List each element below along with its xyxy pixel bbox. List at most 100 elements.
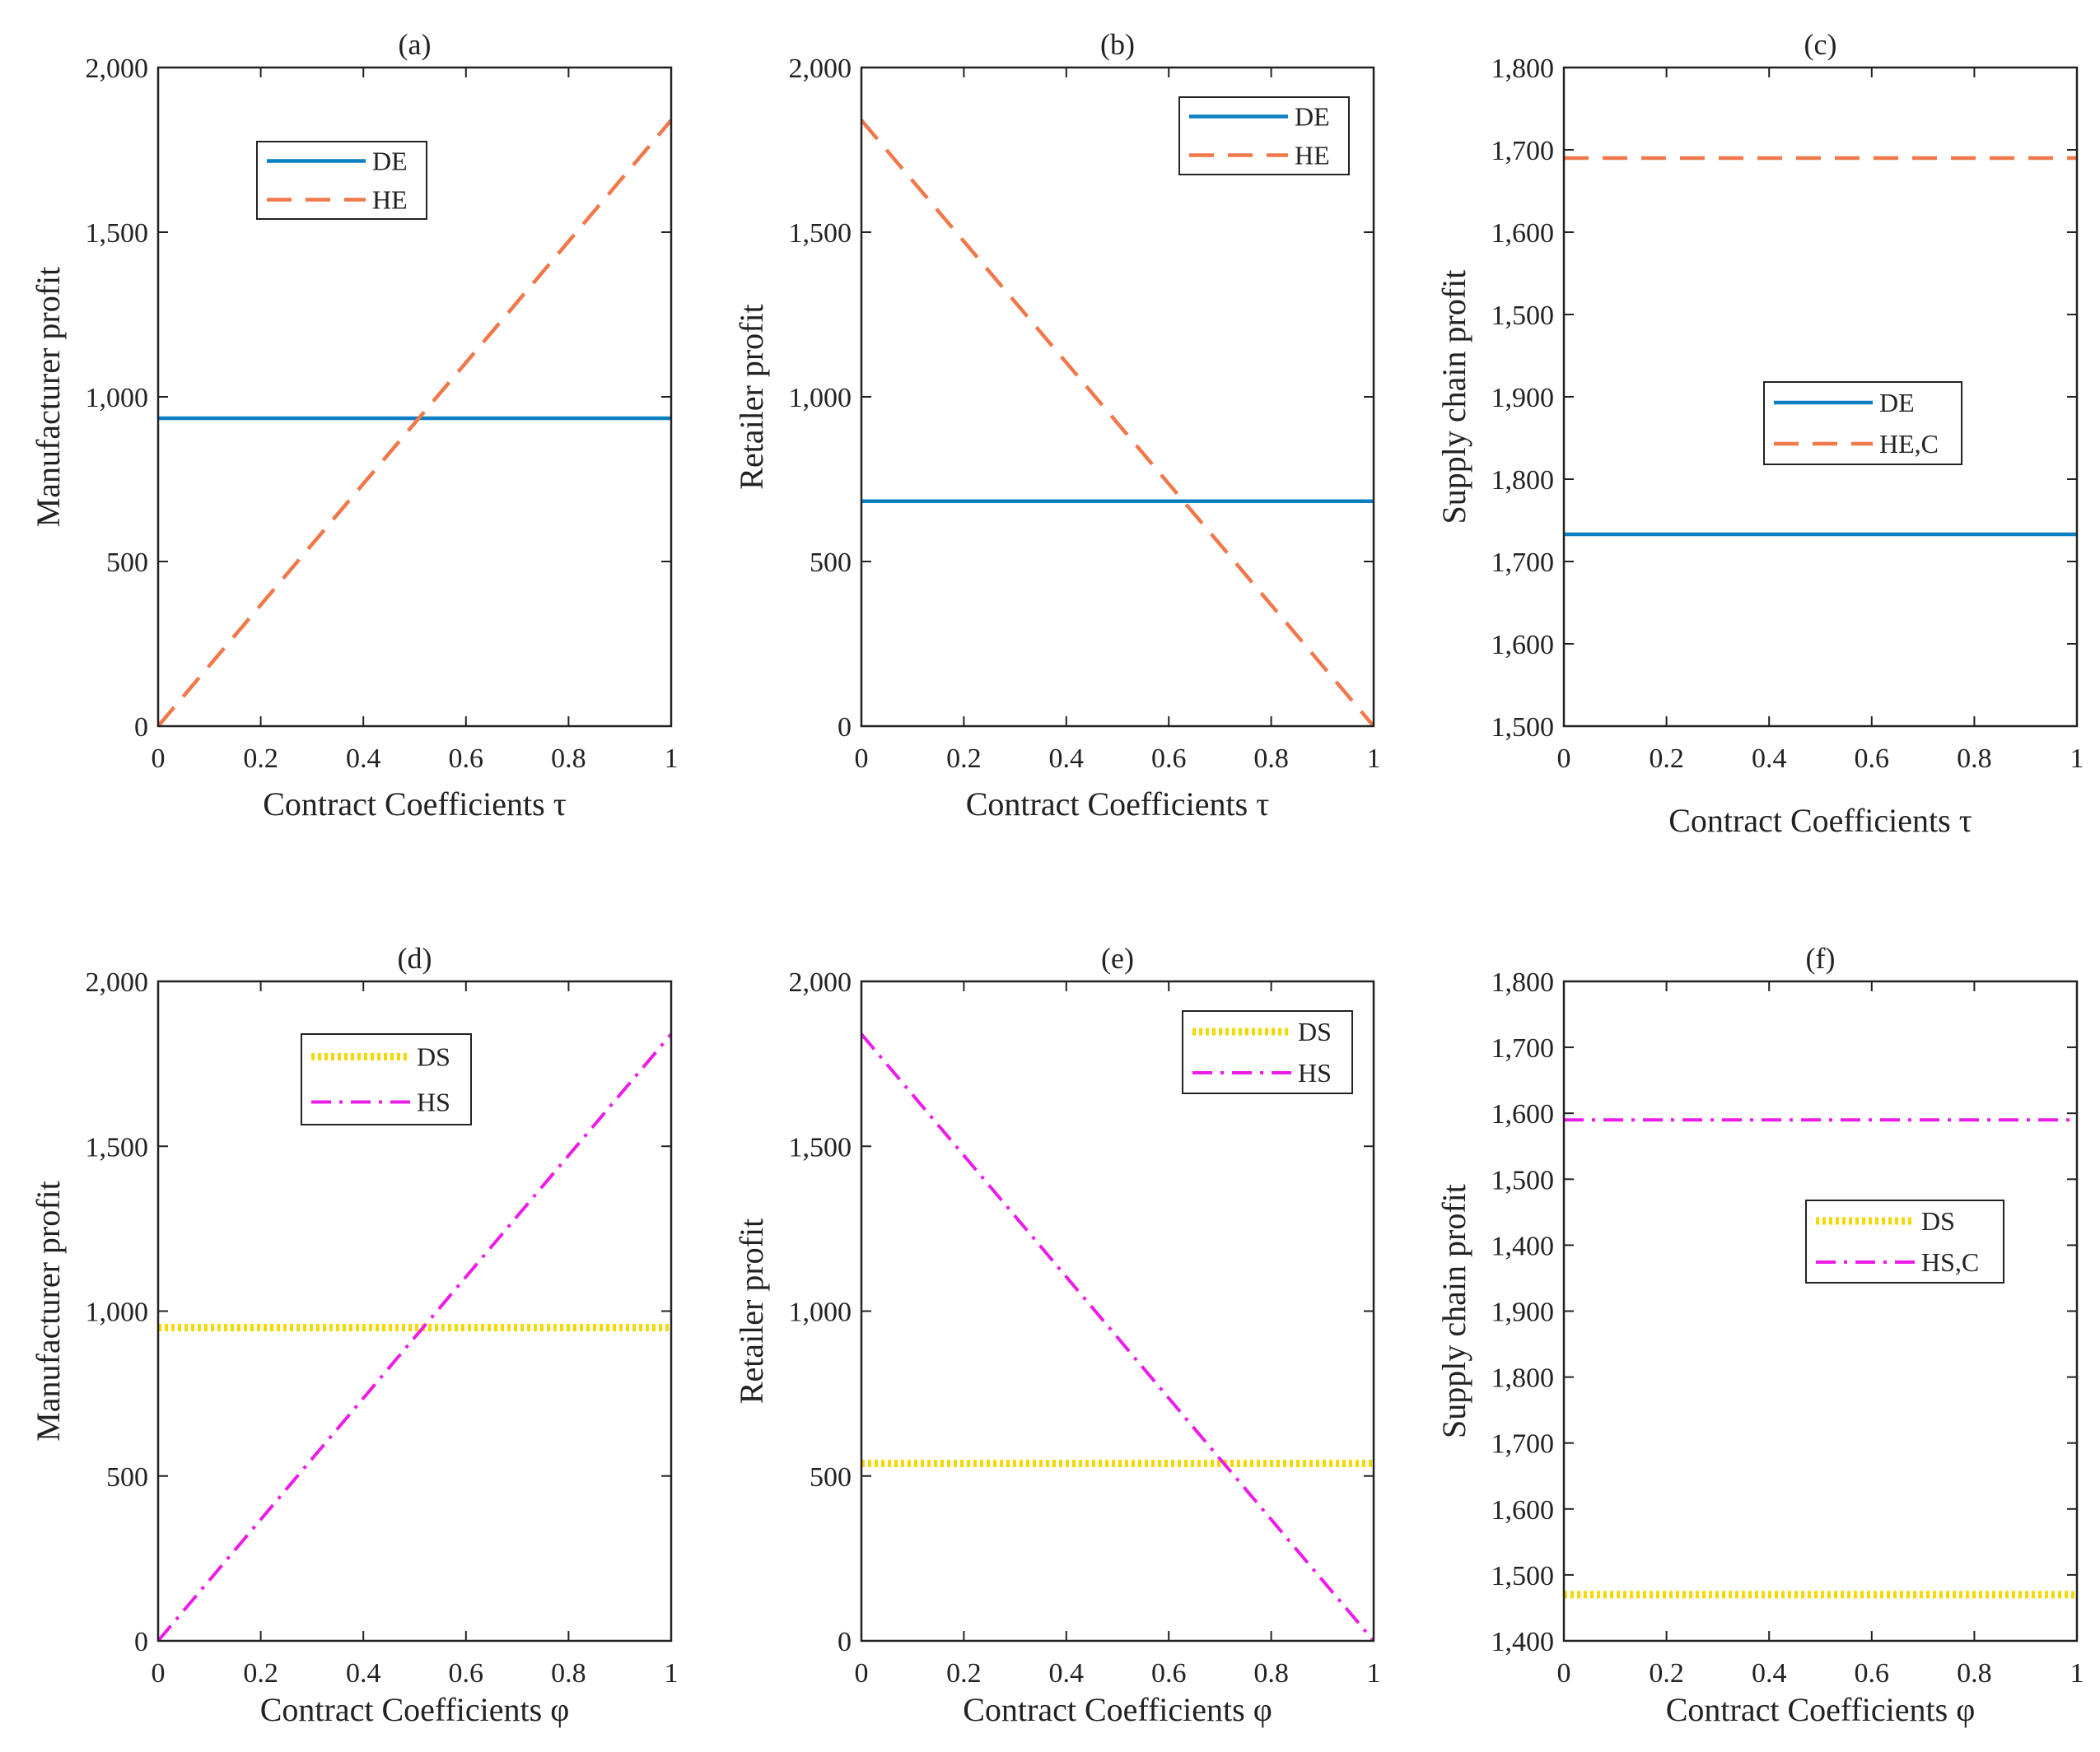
panel-title: (d)	[398, 942, 432, 975]
y-tick-label: 1,800	[1491, 54, 1555, 84]
legend-label: DS	[1921, 1206, 1955, 1236]
x-tick-label: 1	[2070, 743, 2084, 774]
y-tick-label: 1,400	[1491, 1627, 1555, 1657]
x-tick-label: 0.4	[346, 1658, 381, 1689]
x-axis-label: Contract Coefficients φ	[1666, 1691, 1976, 1728]
x-tick-label: 1	[1367, 743, 1381, 774]
x-tick-label: 0.2	[1649, 743, 1684, 774]
legend: DS HS	[301, 1033, 472, 1125]
y-tick-label: 1,700	[1491, 548, 1555, 578]
x-tick-label: 0.8	[1253, 1658, 1289, 1689]
series-line-hs	[158, 1032, 671, 1641]
x-tick-label: 0.6	[1151, 743, 1187, 774]
y-tick-label: 1,500	[1491, 301, 1555, 331]
x-tick-label: 1	[1367, 1658, 1381, 1689]
y-tick-label: 1,500	[1491, 1561, 1555, 1591]
y-tick-label: 1,700	[1491, 136, 1555, 166]
y-tick-label: 500	[810, 548, 852, 578]
y-tick-label: 2,000	[789, 54, 852, 84]
y-tick-label: 1,000	[86, 383, 149, 413]
x-axis-label: Contract Coefficients φ	[260, 1691, 570, 1728]
y-axis-label: Manufacturer profit	[30, 267, 67, 528]
x-axis-label: Contract Coefficients φ	[963, 1691, 1272, 1728]
y-tick-label: 1,800	[1491, 465, 1555, 496]
y-tick-label: 1,600	[1491, 630, 1555, 660]
y-axis-label: Retailer profit	[733, 1218, 770, 1404]
y-tick-label: 2,000	[86, 54, 149, 84]
axes-box	[156, 66, 673, 728]
y-tick-label: 500	[810, 1462, 852, 1493]
legend-label: HE,C	[1879, 429, 1939, 459]
legend-box	[1178, 96, 1350, 175]
y-tick-label: 1,700	[1491, 1033, 1555, 1064]
panel-title: (c)	[1804, 28, 1837, 61]
legend-label: HS	[1298, 1058, 1332, 1088]
y-tick-label: 1,000	[789, 383, 852, 413]
x-tick-label: 0	[1557, 1658, 1571, 1689]
x-tick-label: 1	[665, 743, 679, 774]
x-axis-label: Contract Coefficients τ	[263, 785, 567, 822]
x-tick-label: 0.8	[1957, 1658, 1992, 1689]
x-tick-label: 0.6	[1855, 1658, 1890, 1689]
axes-box	[1562, 66, 2079, 728]
legend-label: DS	[1298, 1017, 1332, 1046]
axes-box	[156, 980, 673, 1642]
series-line-hs	[861, 1032, 1374, 1641]
y-axis-label: Retailer profit	[733, 304, 770, 489]
x-tick-label: 0	[152, 1658, 166, 1689]
y-tick-label: 1,900	[1491, 383, 1555, 413]
x-axis-label: Contract Coefficients τ	[966, 785, 1270, 822]
x-tick-label: 0	[855, 743, 869, 774]
panel-title: (e)	[1101, 942, 1134, 975]
legend-label: DE	[372, 147, 408, 176]
legend-label: DS	[417, 1042, 450, 1072]
panel-title: (f)	[1806, 942, 1836, 975]
chart-panel-f: 0 0.2 0.4 0.6 0.8 1 1,400 1,500 1,600 1,700 1,800 1…	[1435, 942, 2084, 1728]
y-axis-label: Supply chain profit	[1435, 1184, 1472, 1438]
x-axis-label: Contract Coefficients τ	[1668, 802, 1972, 839]
x-tick-label: 0.2	[243, 743, 278, 774]
x-tick-label: 0.8	[1253, 743, 1289, 774]
y-tick-label: 1,500	[789, 218, 852, 249]
y-tick-label: 1,500	[86, 218, 149, 249]
y-tick-label: 500	[106, 1462, 148, 1493]
y-tick-label: 1,600	[1491, 218, 1555, 249]
x-tick-label: 0.6	[1151, 1658, 1187, 1689]
x-tick-label: 0.2	[946, 743, 982, 774]
x-tick-label: 0.8	[551, 1658, 586, 1689]
panel-title: (a)	[399, 28, 432, 61]
y-tick-label: 1,500	[789, 1132, 852, 1163]
y-tick-label: 1,500	[86, 1132, 149, 1163]
legend-label: DE	[1879, 388, 1915, 417]
y-tick-label: 1,600	[1491, 1099, 1555, 1130]
legend-label: HE	[372, 185, 408, 215]
x-tick-label: 0.6	[449, 1658, 484, 1689]
x-tick-label: 0.4	[1049, 743, 1085, 774]
y-tick-label: 500	[106, 548, 148, 578]
y-axis-label: Supply chain profit	[1435, 270, 1472, 524]
y-tick-label: 1,800	[1491, 1363, 1555, 1394]
x-tick-label: 0.4	[1752, 743, 1787, 774]
y-tick-label: 2,000	[86, 967, 149, 998]
y-tick-label: 1,500	[1491, 1165, 1555, 1195]
x-tick-label: 0.4	[346, 743, 381, 774]
legend-box	[301, 1033, 472, 1125]
x-tick-label: 0	[1557, 743, 1571, 774]
y-tick-label: 0	[134, 712, 148, 743]
legend: DS HS	[1182, 1010, 1353, 1094]
x-tick-label: 1	[665, 1658, 679, 1689]
legend: DS HS,C	[1805, 1200, 2004, 1284]
y-tick-label: 1,000	[789, 1298, 852, 1328]
axes-box	[860, 66, 1375, 728]
series-line-he	[861, 119, 1374, 726]
legend-label: HE	[1295, 141, 1330, 170]
chart-panel-e: 0 0.2 0.4 0.6 0.8 1 0 500 1,000 1,500 2,000 (e) Cont…	[733, 942, 1381, 1728]
chart-panel-c: 0 0.2 0.4 0.6 0.8 1 1,500 1,600 1,700 1,800 1,900 1…	[1435, 28, 2084, 839]
chart-panel-a: 0 0.2 0.4 0.6 0.8 1 0 500 1,000 1,500 2,000 (a) Cont…	[30, 28, 679, 822]
y-tick-label: 1,900	[1491, 1298, 1555, 1328]
x-tick-label: 0.6	[449, 743, 484, 774]
x-tick-label: 0.2	[946, 1658, 982, 1689]
y-tick-label: 1,600	[1491, 1495, 1555, 1526]
y-tick-label: 1,800	[1491, 967, 1555, 998]
